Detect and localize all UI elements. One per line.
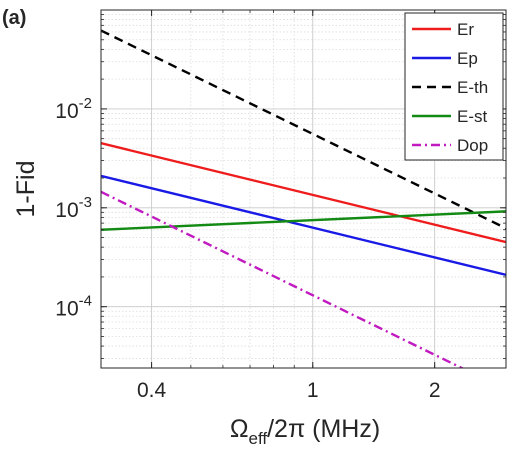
series-line-dop [101, 190, 465, 368]
series-line-e-st [101, 210, 506, 231]
legend: Er Ep E-th E-st Dop [404, 12, 504, 161]
y-tick-base: 10 [55, 100, 78, 123]
series-group [101, 29, 506, 368]
legend-label-e-th: E-th [457, 78, 488, 97]
y-tick-label: 10-4 [55, 293, 92, 321]
x-tick-label: 1 [307, 379, 319, 402]
x-axis-label-sub: eff [249, 429, 268, 448]
panel-label: (a) [2, 7, 26, 29]
legend-label-dop: Dop [457, 136, 488, 155]
y-tick-label: 10-3 [55, 194, 92, 222]
series-line-e-th [101, 29, 506, 230]
plot-frame [100, 9, 507, 369]
legend-label-er: Er [457, 20, 474, 39]
y-tick-label: 10-2 [55, 95, 92, 123]
legend-label-e-st: E-st [457, 107, 488, 126]
major-grid [101, 10, 506, 368]
y-axis-label: 1-Fid [12, 161, 40, 218]
x-axis-label-main: Ω [230, 415, 249, 443]
legend-label-ep: Ep [457, 49, 478, 68]
x-tick-label: 2 [429, 379, 441, 402]
series-line-er [101, 142, 506, 244]
y-tick-exponent: -3 [79, 194, 92, 211]
series-line-ep [101, 174, 506, 276]
y-tick-base: 10 [55, 298, 78, 321]
y-tick-exponent: -2 [79, 95, 92, 112]
x-tick-labels: 0.4 1 2 [137, 379, 441, 402]
y-tick-labels: 10-410-310-2 [55, 95, 92, 321]
legend-box [404, 12, 504, 161]
x-axis-label-rest: /2π (MHz) [267, 415, 380, 443]
x-axis-label: Ωeff/2π (MHz) [230, 415, 380, 448]
y-tick-exponent: -4 [79, 293, 92, 310]
y-tick-base: 10 [55, 199, 78, 222]
x-tick-label: 0.4 [137, 379, 167, 402]
